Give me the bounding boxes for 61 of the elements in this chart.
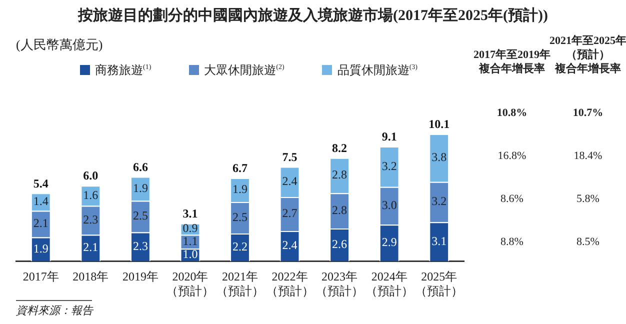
legend-label: 大眾休閒旅遊$^{(2)}$	[203, 62, 284, 79]
data-label: 1.0	[182, 247, 198, 262]
total-label: 9.1	[382, 130, 397, 144]
total-label: 8.2	[332, 140, 348, 155]
data-label: 3.8	[432, 150, 447, 164]
data-label: 2.1	[33, 216, 48, 230]
data-label: 2.7	[282, 206, 298, 220]
data-label: 2.9	[382, 235, 397, 250]
total-label: 10.1	[428, 117, 450, 132]
data-label: 2.3	[83, 212, 98, 226]
legend-label: 商務旅遊$^{(1)}$	[94, 62, 152, 79]
total-label: 3.1	[182, 206, 198, 220]
data-label: 2.8	[332, 202, 348, 217]
data-label: 1.9	[33, 241, 48, 256]
text: 8.5%	[576, 235, 600, 249]
text: 10.8%	[496, 106, 528, 120]
x-tick-label: 2025年（預計）	[415, 270, 464, 298]
data-label: 2.1	[83, 240, 98, 254]
text: 2017年至2019年複合年增長率	[472, 48, 552, 76]
data-label: 2.6	[332, 236, 348, 251]
data-label: 1.9	[232, 182, 248, 196]
legend-label: 品質休閒旅遊$^{(3)}$	[336, 62, 418, 79]
x-tick-label: 2019年	[122, 270, 158, 284]
data-label: 3.2	[382, 158, 397, 173]
data-label: 2.3	[132, 238, 148, 253]
text: 16.8%	[496, 149, 528, 163]
x-tick-label: 2017年	[22, 270, 59, 284]
text: 8.6%	[500, 192, 524, 206]
source-note: 資料來源：報告	[16, 304, 93, 318]
x-tick-label: 2021年（預計）	[216, 270, 264, 298]
data-label: 2.4	[282, 174, 298, 188]
x-tick-label: 2018年	[72, 270, 109, 284]
chart-title: 按旅遊目的劃分的中國國內旅遊及入境旅遊市場(2017年至2025年(預計))	[76, 6, 549, 25]
data-label: 3.0	[382, 198, 397, 212]
data-label: 2.5	[232, 210, 248, 224]
data-label: 2.2	[232, 239, 248, 254]
data-label: 1.1	[182, 234, 198, 248]
data-label: 1.9	[132, 180, 148, 195]
x-tick-label: 2020年（預計）	[166, 270, 214, 298]
data-label: 3.1	[432, 234, 447, 248]
text: 5.8%	[576, 192, 600, 206]
x-tick-label: 2024年（預計）	[365, 270, 414, 298]
data-label: 0.9	[182, 221, 198, 236]
total-label: 7.5	[282, 150, 298, 164]
data-label: 2.4	[282, 238, 298, 252]
data-label: 1.6	[83, 188, 98, 202]
data-label: 2.5	[132, 208, 148, 223]
text: 10.7%	[572, 106, 604, 120]
total-label: 6.0	[83, 168, 98, 183]
text: (人民幣萬億元)	[16, 37, 103, 52]
text: 8.8%	[500, 235, 524, 249]
data-label: 2.8	[332, 168, 348, 182]
data-label: 1.4	[33, 194, 48, 208]
data-label: 3.2	[432, 194, 447, 208]
text: 2021年至2025年（預計）複合年增長率	[550, 35, 626, 75]
x-tick-label: 2022年（預計）	[266, 270, 314, 298]
total-label: 5.4	[33, 176, 48, 190]
text: 18.4%	[572, 149, 604, 163]
total-label: 6.7	[232, 161, 248, 176]
x-tick-label: 2023年（預計）	[316, 270, 364, 298]
total-label: 6.6	[132, 160, 148, 174]
